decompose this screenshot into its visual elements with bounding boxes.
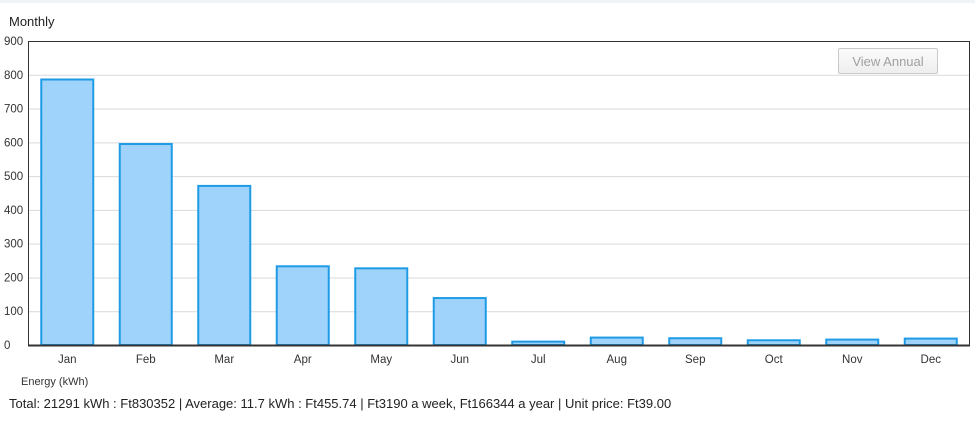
x-tick-label: Jun	[450, 354, 469, 366]
x-tick-label: Feb	[136, 354, 156, 366]
bar-aug	[589, 336, 644, 346]
bar-nov	[825, 338, 880, 346]
x-tick-label: Mar	[214, 354, 234, 366]
y-tick-label: 400	[4, 205, 23, 217]
y-tick-label: 600	[4, 137, 23, 149]
y-tick-label: 300	[4, 239, 23, 251]
bar-dec	[903, 337, 958, 346]
y-tick-label: 700	[4, 104, 23, 116]
bar-jun	[432, 297, 487, 346]
bar-feb	[118, 143, 173, 346]
x-tick-label: May	[370, 354, 392, 366]
view-annual-button[interactable]: View Annual	[838, 48, 938, 74]
x-tick-label: Sep	[685, 354, 705, 366]
x-tick-label: Jan	[58, 354, 77, 366]
y-tick-label: 500	[4, 171, 23, 183]
bar-jul	[511, 340, 566, 347]
x-tick-label: Jul	[531, 354, 546, 366]
bar-sep	[668, 337, 723, 347]
legend-label: Energy (kWh)	[21, 376, 89, 388]
bar-jan	[40, 78, 95, 347]
y-tick-label: 0	[4, 340, 10, 352]
bar-apr	[275, 265, 330, 347]
x-tick-label: Apr	[294, 354, 312, 366]
x-tick-label: Aug	[607, 354, 627, 366]
bar-chart: 0 100 200 300 400 500 600 700 800 900 Jan Feb Mar Apr…	[4, 36, 970, 366]
x-tick-label: Nov	[842, 354, 863, 366]
chart-title: Monthly	[9, 14, 55, 29]
bar-oct	[746, 339, 801, 347]
y-tick-label: 900	[4, 36, 23, 48]
bar-mar	[197, 184, 252, 346]
summary-text: Total: 21291 kWh : Ft830352 | Average: 1…	[9, 396, 672, 411]
x-tick-label: Dec	[921, 354, 942, 366]
y-tick-label: 800	[4, 70, 23, 82]
bar-may	[354, 267, 409, 346]
y-tick-label: 200	[4, 272, 23, 284]
x-tick-label: Oct	[765, 354, 784, 366]
y-tick-label: 100	[4, 306, 23, 318]
top-strip	[0, 0, 975, 3]
